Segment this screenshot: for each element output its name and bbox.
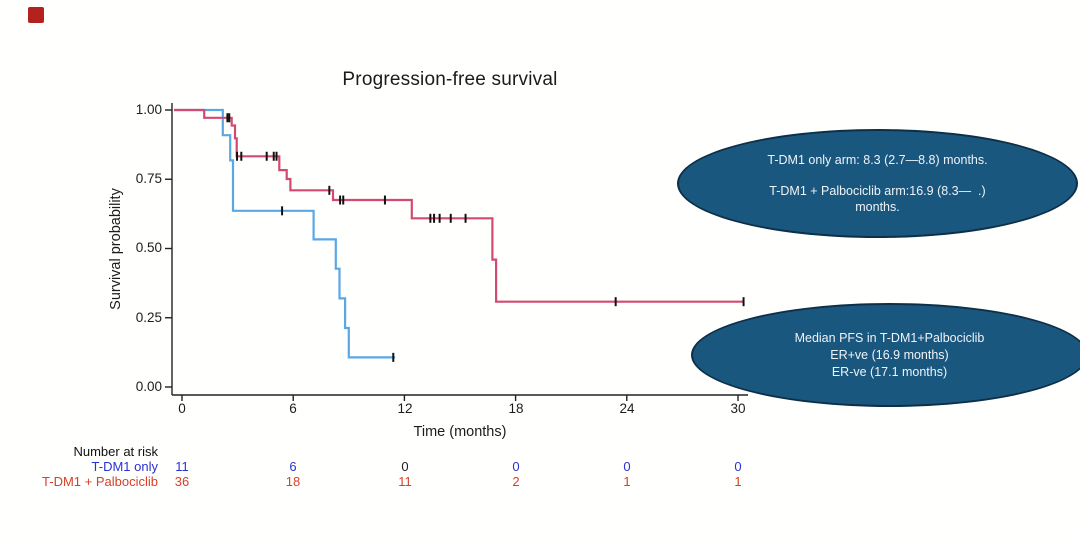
risk-table-header: Number at risk: [73, 444, 158, 459]
annotation-line: ER+ve (16.9 months): [830, 347, 949, 362]
risk-value: 11: [398, 474, 412, 489]
red-marker-icon: [28, 7, 44, 23]
annotation-line: ER-ve (17.1 months): [831, 364, 948, 379]
x-axis-label: Time (months): [413, 424, 507, 440]
annotation-ellipse-arm-medians: T-DM1 only arm: 8.3 (2.7—8.8) months. T-…: [677, 129, 1078, 238]
risk-value: 36: [174, 474, 190, 489]
annotation-ellipse-er-subgroups: Median PFS in T-DM1+Palbociclib ER+ve (1…: [691, 303, 1080, 407]
y-tick-label: 0.00: [135, 379, 162, 394]
risk-value: 11: [175, 459, 189, 474]
x-tick-label: 12: [397, 401, 413, 416]
risk-value: 0: [401, 459, 409, 474]
annotation-line: T-DM1 only arm: 8.3 (2.7—8.8) months.: [767, 153, 988, 167]
y-tick-label: 0.75: [135, 171, 162, 186]
risk-value: 2: [512, 474, 520, 489]
x-tick-label: 30: [730, 401, 746, 416]
risk-value: 1: [623, 474, 631, 489]
risk-row-label-tdm1-only: T-DM1 only: [91, 459, 158, 474]
risk-row-label-tdm1-palbociclib: T-DM1 + Palbociclib: [42, 474, 158, 489]
risk-value: 18: [285, 474, 301, 489]
annotation-line: T-DM1 + Palbociclib arm:16.9 (8.3— .): [769, 184, 986, 198]
y-tick-label: 0.25: [135, 310, 162, 325]
risk-value: 0: [734, 459, 742, 474]
risk-value: 6: [289, 459, 297, 474]
x-tick-label: 24: [619, 401, 635, 416]
chart-title: Progression-free survival: [342, 69, 558, 90]
x-tick-label: 18: [508, 401, 524, 416]
y-tick-label: 0.50: [135, 240, 162, 255]
risk-value: 0: [623, 459, 631, 474]
x-tick-label: 0: [178, 401, 186, 416]
x-tick-label: 6: [289, 401, 297, 416]
annotation-line: months.: [855, 200, 900, 214]
risk-value: 1: [734, 474, 742, 489]
y-tick-label: 1.00: [135, 102, 162, 117]
y-axis-label: Survival probability: [108, 188, 124, 310]
annotation-line: Median PFS in T-DM1+Palbociclib: [794, 330, 985, 345]
risk-value: 0: [512, 459, 520, 474]
